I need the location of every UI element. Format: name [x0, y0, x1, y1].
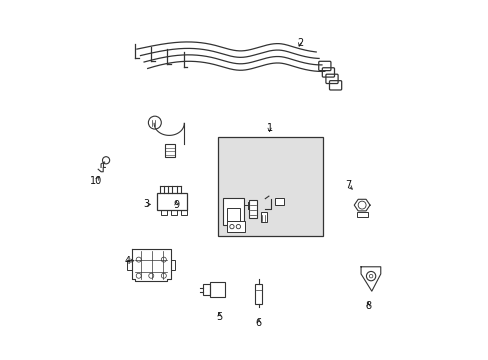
Bar: [260, 212, 266, 222]
Bar: [210, 282, 225, 297]
Bar: [223, 198, 244, 225]
Bar: [127, 260, 131, 270]
Text: 9: 9: [173, 200, 179, 210]
Bar: [181, 211, 186, 215]
Bar: [171, 211, 176, 215]
FancyBboxPatch shape: [217, 137, 323, 235]
Bar: [255, 284, 262, 304]
Bar: [171, 260, 175, 270]
Bar: [164, 144, 175, 157]
Bar: [356, 212, 367, 217]
Text: 10: 10: [90, 176, 102, 186]
Text: 5: 5: [216, 312, 222, 322]
Bar: [227, 221, 244, 232]
Text: 6: 6: [255, 319, 262, 328]
Bar: [161, 211, 166, 215]
Bar: [203, 284, 210, 295]
Bar: [274, 198, 284, 205]
Bar: [248, 201, 256, 218]
Bar: [226, 208, 240, 221]
Text: 1: 1: [266, 123, 272, 133]
Text: 7: 7: [345, 180, 351, 190]
Text: 8: 8: [365, 301, 370, 311]
Text: 3: 3: [142, 199, 149, 210]
Bar: [156, 193, 187, 211]
Text: 4: 4: [124, 256, 131, 266]
Text: 2: 2: [296, 38, 303, 48]
